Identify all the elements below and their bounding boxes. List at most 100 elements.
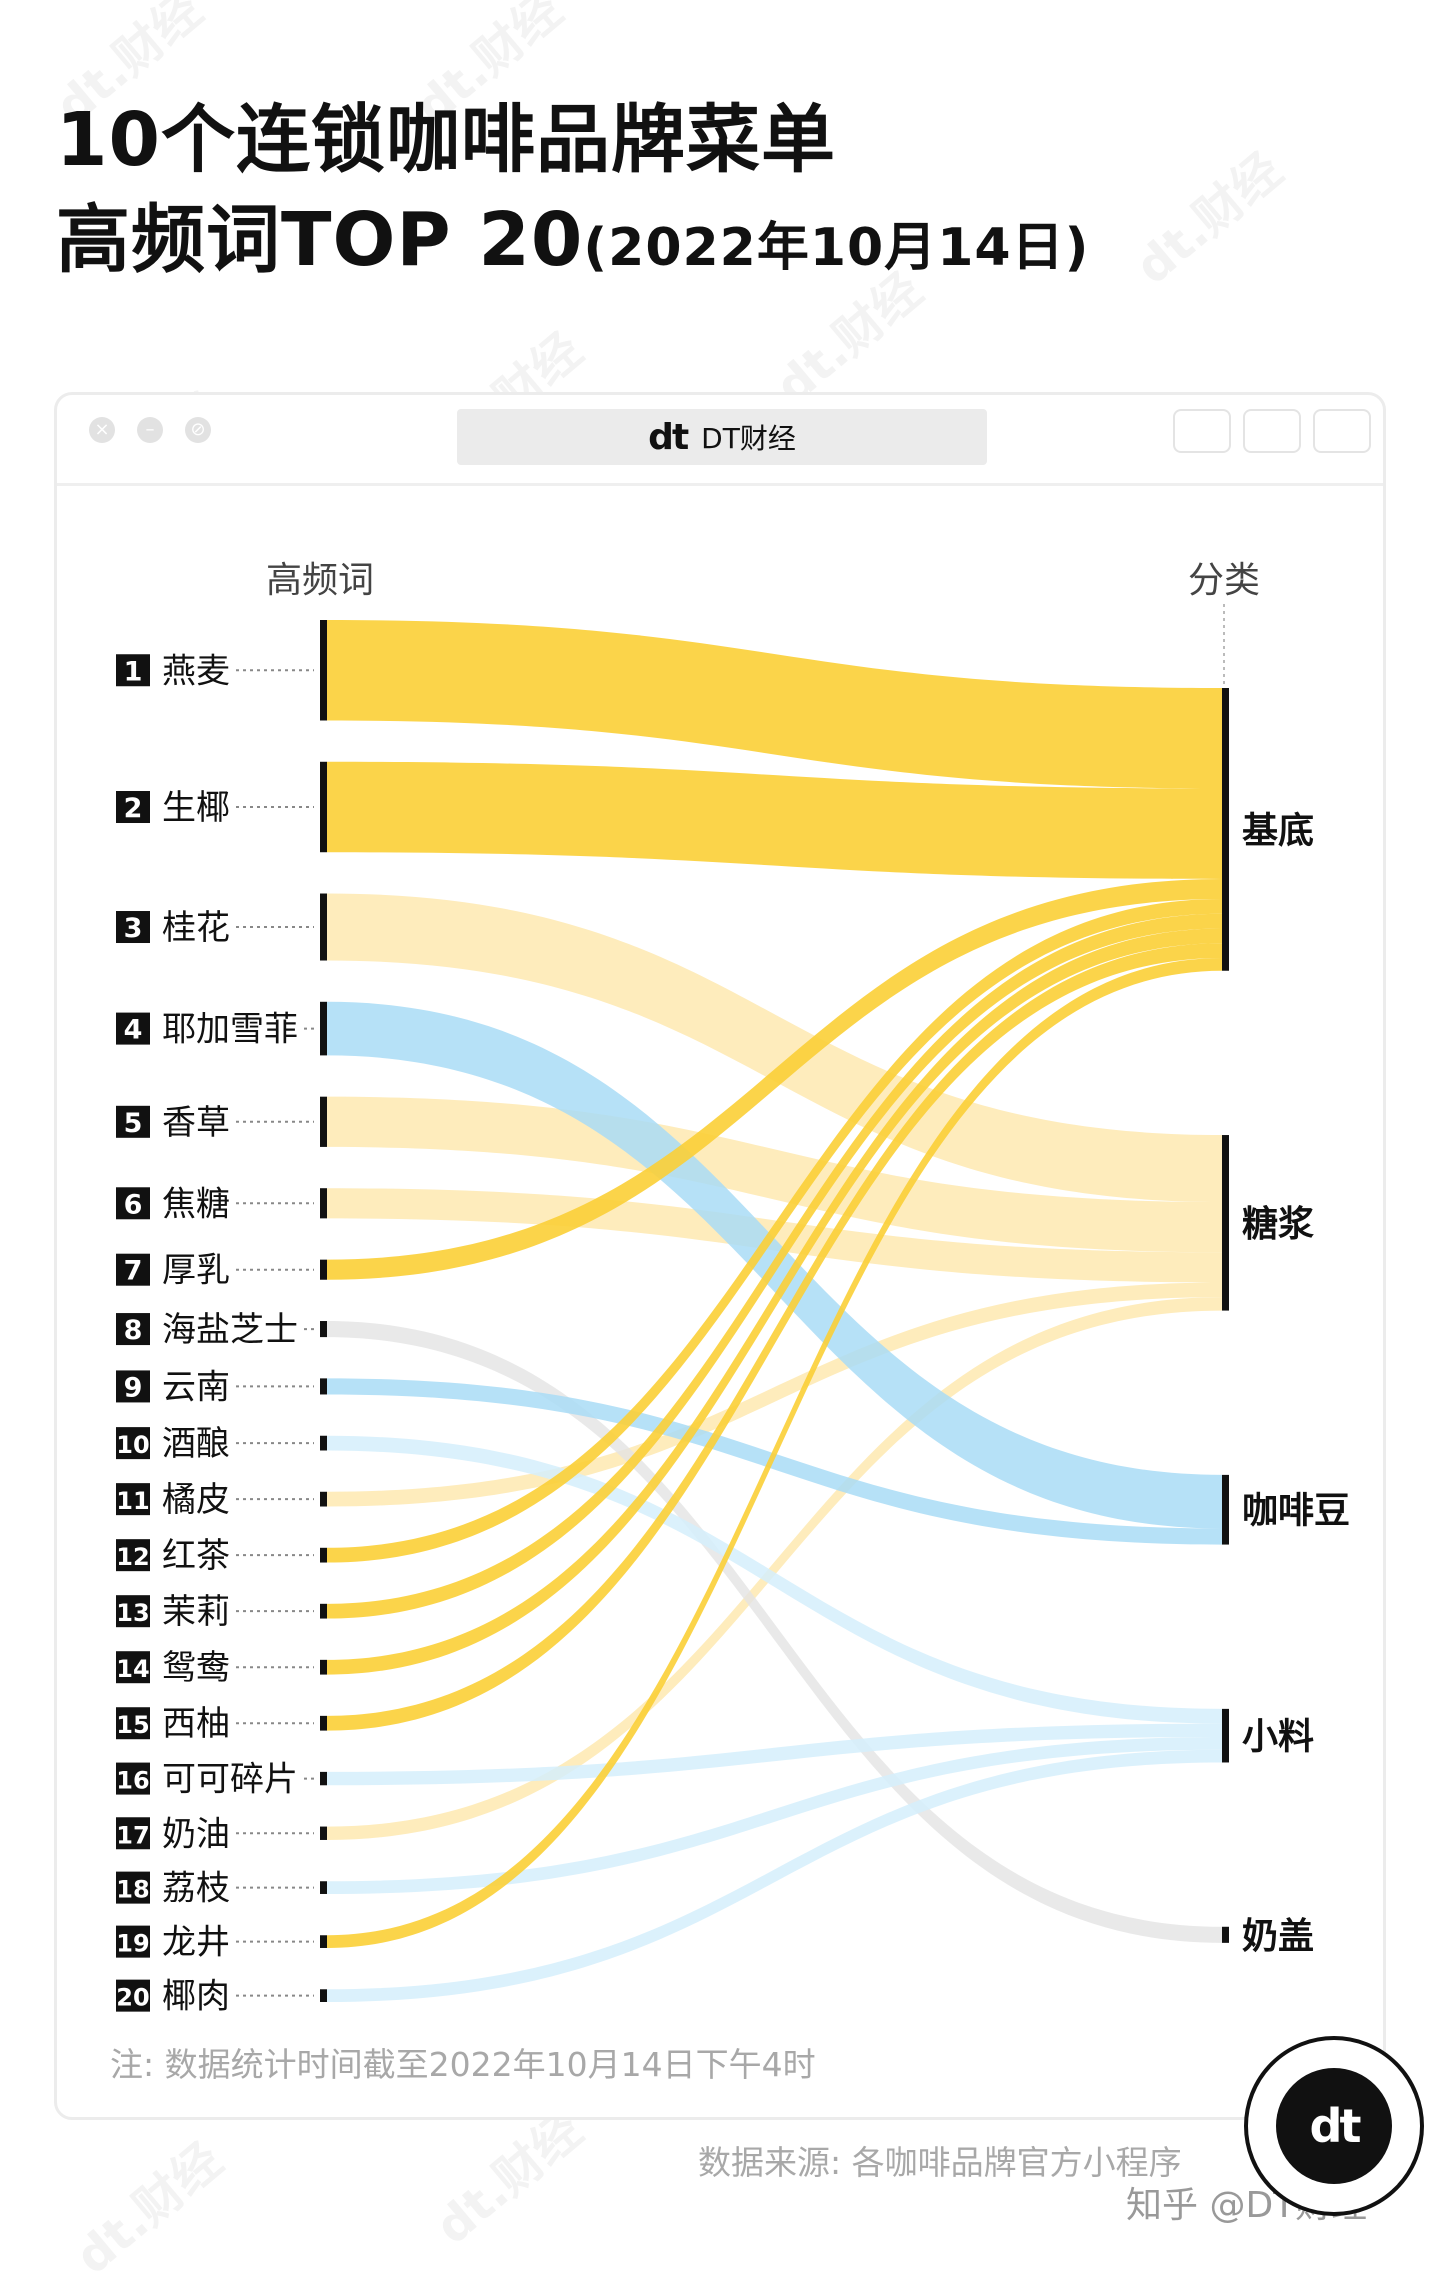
word-label-9: 云南 (162, 1367, 230, 1407)
word-label-7: 厚乳 (162, 1251, 230, 1291)
word-bar-4 (320, 1001, 327, 1056)
flow-16 (327, 1723, 1222, 1786)
page-title-line-1: 10个连锁咖啡品牌菜单 (56, 97, 836, 183)
rank-box-10 (116, 1427, 150, 1460)
category-bar (1222, 1474, 1229, 1545)
rank-box-8 (116, 1313, 150, 1346)
word-bar-13 (320, 1603, 327, 1619)
rank-box-19 (116, 1925, 150, 1958)
rank-box-2 (116, 791, 150, 824)
word-bar-5 (320, 1096, 327, 1147)
word-bar-8 (320, 1321, 327, 1338)
maximize-icon[interactable]: ⊘ (185, 417, 211, 443)
word-bar-19 (320, 1935, 327, 1948)
rank-box-4 (116, 1012, 150, 1045)
word-label-1: 燕麦 (162, 651, 230, 691)
right-axis-header: 分类 (1188, 560, 1260, 601)
left-axis-header: 高频词 (266, 560, 374, 601)
flow-20 (327, 1749, 1222, 2002)
word-bar-9 (320, 1378, 327, 1395)
word-label-11: 橘皮 (162, 1480, 230, 1520)
flow-19 (327, 958, 1222, 1948)
word-label-14: 鸳鸯 (162, 1648, 230, 1688)
badge-logo: dt (1276, 2068, 1392, 2184)
rank-box-15 (116, 1707, 150, 1740)
rank-box-3 (116, 911, 150, 944)
word-bar-10 (320, 1435, 327, 1451)
flow-10 (327, 1435, 1222, 1724)
word-bar-6 (320, 1188, 327, 1219)
rank-number-1: 1 (124, 656, 143, 687)
rank-box-13 (116, 1595, 150, 1628)
rank-number-11: 11 (116, 1487, 149, 1515)
word-bar-11 (320, 1491, 327, 1507)
category-label: 奶盖 (1242, 1916, 1314, 1957)
rank-box-18 (116, 1871, 150, 1904)
footnote: 注: 数据统计时间截至2022年10月14日下午4时 (110, 2045, 816, 2084)
data-source: 数据来源: 各咖啡品牌官方小程序 (698, 2143, 1182, 2182)
rank-number-13: 13 (116, 1599, 149, 1627)
word-label-17: 奶油 (162, 1814, 230, 1854)
flow-1 (327, 620, 1222, 789)
rank-number-19: 19 (116, 1930, 149, 1958)
word-bar-1 (320, 620, 327, 721)
address-bar[interactable]: dt DT财经 (457, 409, 987, 465)
word-label-6: 焦糖 (162, 1184, 230, 1224)
flow-15 (327, 943, 1222, 1731)
rank-box-17 (116, 1817, 150, 1850)
rank-box-7 (116, 1253, 150, 1286)
rank-number-16: 16 (116, 1767, 149, 1795)
rank-box-5 (116, 1105, 150, 1138)
word-label-2: 生椰 (162, 788, 230, 828)
word-bar-2 (320, 761, 327, 853)
share-icon[interactable] (1243, 409, 1301, 453)
word-label-13: 茉莉 (162, 1592, 230, 1632)
rank-box-9 (116, 1370, 150, 1403)
flow-12 (327, 899, 1222, 1563)
word-bar-15 (320, 1715, 327, 1731)
flow-5 (327, 1096, 1222, 1253)
flow-8 (327, 1321, 1222, 1943)
flow-14 (327, 928, 1222, 1675)
rank-number-6: 6 (124, 1189, 143, 1220)
flow-11 (327, 1282, 1222, 1507)
word-label-3: 桂花 (162, 908, 230, 948)
page-title-date: (2022年10月14日) (583, 218, 1090, 278)
rank-box-6 (116, 1187, 150, 1220)
category-label: 小料 (1242, 1717, 1314, 1758)
word-bar-20 (320, 1989, 327, 2002)
page-title-main: 高频词TOP 20 (56, 197, 584, 283)
word-label-5: 香草 (162, 1103, 230, 1143)
rank-number-15: 15 (116, 1711, 149, 1739)
dt-badge-icon: dt (1244, 2036, 1424, 2216)
copy-icon[interactable] (1313, 409, 1371, 453)
rank-number-14: 14 (116, 1655, 149, 1683)
word-bar-18 (320, 1881, 327, 1894)
word-label-18: 荔枝 (162, 1869, 230, 1909)
record-icon[interactable] (1173, 409, 1231, 453)
flow-2 (327, 761, 1222, 879)
rank-box-14 (116, 1651, 150, 1684)
rank-box-11 (116, 1483, 150, 1516)
window-titlebar: × – ⊘ dt DT财经 (57, 395, 1383, 486)
category-bar (1222, 1926, 1229, 1943)
rank-number-18: 18 (116, 1876, 149, 1904)
rank-number-4: 4 (124, 1015, 143, 1046)
rank-number-9: 9 (124, 1372, 143, 1403)
rank-box-16 (116, 1762, 150, 1795)
rank-box-12 (116, 1539, 150, 1572)
rank-box-20 (116, 1979, 150, 2012)
flow-17 (327, 1297, 1222, 1840)
minimize-icon[interactable]: – (137, 417, 163, 443)
word-bar-12 (320, 1547, 327, 1563)
close-icon[interactable]: × (89, 417, 115, 443)
flow-3 (327, 893, 1222, 1203)
rank-number-7: 7 (124, 1256, 143, 1287)
page-title-line-2: 高频词TOP 20(2022年10月14日) (56, 180, 1089, 287)
flow-18 (327, 1737, 1222, 1894)
word-label-4: 耶加雪菲 (162, 1010, 298, 1050)
word-bar-7 (320, 1259, 327, 1280)
word-label-19: 龙井 (162, 1923, 230, 1963)
word-bar-17 (320, 1826, 327, 1840)
category-label: 咖啡豆 (1242, 1491, 1350, 1532)
